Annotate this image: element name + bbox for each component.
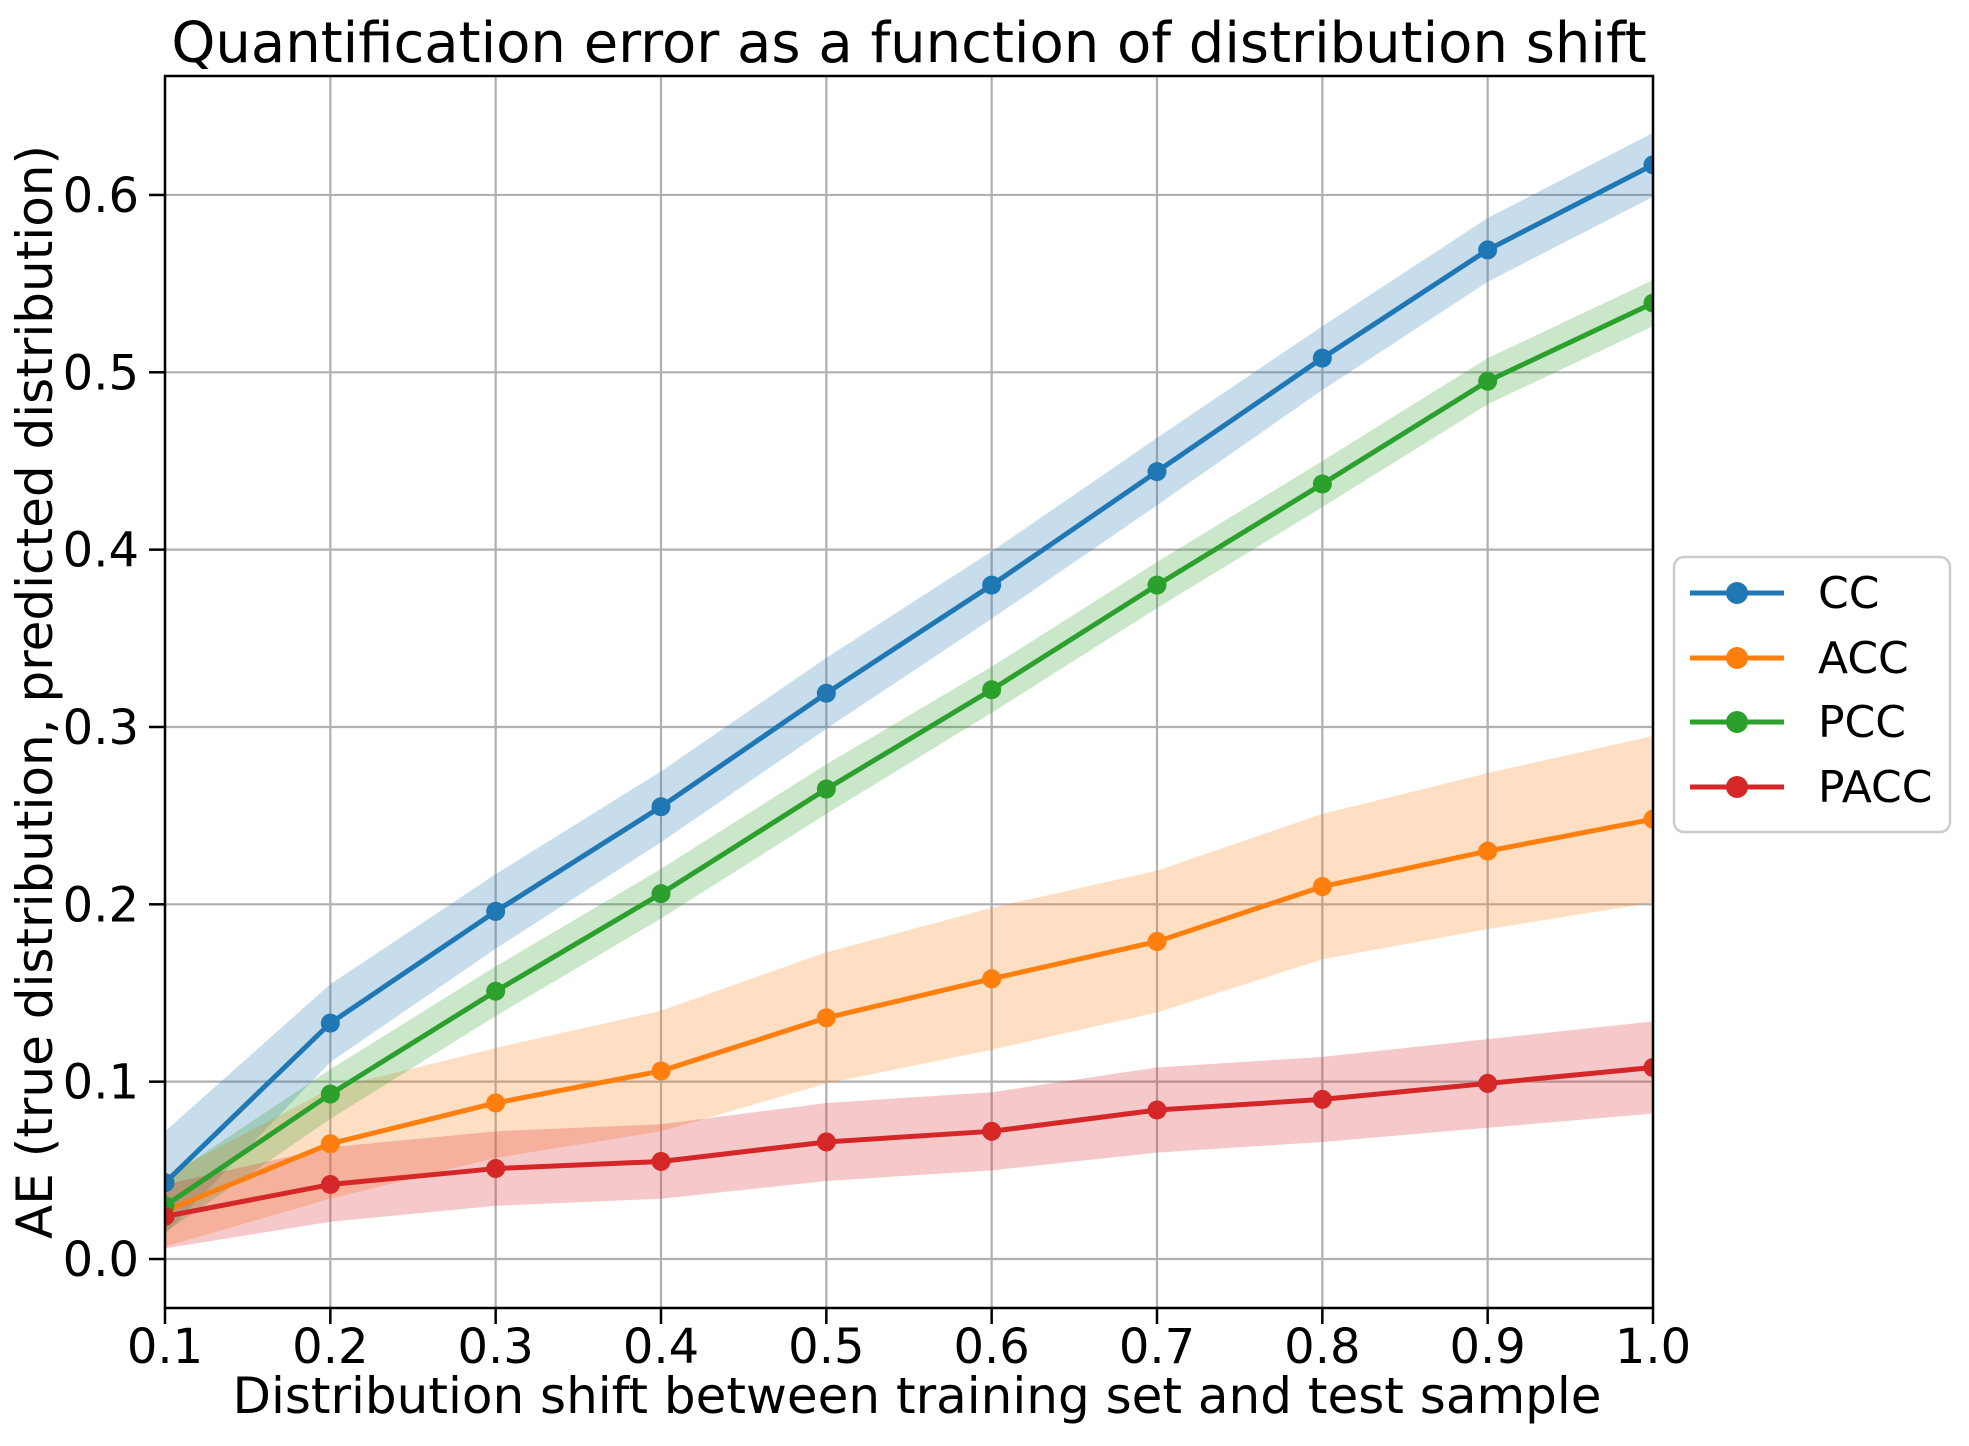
marker-acc	[1643, 809, 1653, 829]
y-tick-label: 0.6	[63, 168, 139, 224]
legend-marker	[1726, 582, 1748, 604]
legend-label: PACC	[1818, 762, 1933, 813]
x-tick-label: 0.7	[1119, 1319, 1195, 1375]
legend-marker	[1726, 776, 1748, 798]
marker-acc	[1147, 932, 1167, 952]
marker-cc	[1147, 462, 1167, 482]
plot-border	[163, 74, 1655, 1310]
legend-label: PCC	[1818, 697, 1906, 748]
marker-cc	[816, 683, 836, 703]
marker-acc	[486, 1093, 506, 1113]
series-line-pacc	[165, 1064, 1653, 1219]
marker-pcc	[486, 981, 506, 1001]
legend-item-pacc: PACC	[1690, 762, 1933, 813]
series-line-acc	[165, 816, 1653, 1214]
confidence-band-pcc	[165, 280, 1653, 1233]
y-tick-label: 0.5	[63, 345, 139, 401]
legend-item-pcc: PCC	[1690, 697, 1906, 748]
marker-acc	[816, 1008, 836, 1028]
marker-pacc	[816, 1132, 836, 1152]
marker-pacc	[320, 1175, 340, 1195]
legend-box	[1672, 555, 1952, 834]
confidence-band-acc	[165, 735, 1653, 1247]
y-tick-label: 0.2	[63, 877, 139, 933]
confidence-band-cc	[165, 132, 1653, 1235]
y-tick-labels: 0.0 0.1 0.2 0.3 0.4 0.5 0.6	[63, 168, 139, 1288]
marker-cc	[1312, 348, 1332, 368]
x-tick-label: 0.2	[292, 1319, 368, 1375]
marker-pcc	[320, 1084, 340, 1104]
marker-pcc	[1147, 575, 1167, 595]
chart-title: Quantification error as a function of di…	[171, 11, 1646, 76]
x-tick-label: 0.5	[788, 1319, 864, 1375]
marker-acc	[320, 1134, 340, 1154]
marker-pacc	[486, 1159, 506, 1179]
marker-cc	[1643, 155, 1653, 175]
x-tick-label: 0.1	[127, 1319, 203, 1375]
marker-pcc	[982, 680, 1002, 700]
series-line-cc	[165, 162, 1653, 1186]
marker-pacc	[651, 1151, 671, 1171]
y-tick-label: 0.4	[63, 523, 139, 579]
marker-cc	[651, 797, 671, 817]
y-axis-label: AE (true distribution, predicted distrib…	[6, 145, 64, 1239]
marker-cc	[982, 575, 1002, 595]
legend-label: CC	[1818, 568, 1879, 619]
legend-marker	[1726, 647, 1748, 669]
marker-pcc	[1478, 371, 1498, 391]
marker-acc	[982, 969, 1002, 989]
marker-acc	[651, 1061, 671, 1081]
y-tick-label: 0.1	[63, 1055, 139, 1111]
marker-acc	[1312, 877, 1332, 897]
marker-pacc	[1147, 1100, 1167, 1120]
x-tick-labels: 0.1 0.2 0.3 0.4 0.5 0.6 0.7 0.8 0.9 1.0	[127, 1319, 1691, 1375]
marker-pacc	[1312, 1089, 1332, 1109]
y-tick-label: 0.3	[63, 700, 139, 756]
marker-pcc	[651, 884, 671, 904]
x-tick-label: 1.0	[1615, 1319, 1691, 1375]
marker-acc	[1478, 841, 1498, 861]
marker-pacc	[1478, 1073, 1498, 1093]
legend-item-cc: CC	[1690, 568, 1879, 619]
legend-label: ACC	[1818, 633, 1909, 684]
legend: CC ACC PCC PACC	[1672, 555, 1952, 834]
marker-pacc	[1643, 1057, 1653, 1077]
axis-ticks	[149, 193, 1655, 1324]
x-tick-label: 0.6	[953, 1319, 1029, 1375]
series-line-pcc	[165, 300, 1653, 1209]
marker-cc	[1478, 240, 1498, 260]
legend-marker	[1726, 711, 1748, 733]
marker-cc	[165, 1173, 175, 1193]
x-axis-label: Distribution shift between training set …	[232, 1367, 1601, 1425]
x-tick-label: 0.4	[623, 1319, 699, 1375]
marker-cc	[486, 901, 506, 921]
marker-pcc	[1643, 293, 1653, 313]
x-tick-label: 0.3	[457, 1319, 533, 1375]
x-tick-label: 0.9	[1449, 1319, 1525, 1375]
marker-cc	[320, 1013, 340, 1033]
x-tick-label: 0.8	[1284, 1319, 1360, 1375]
y-tick-label: 0.0	[63, 1232, 139, 1288]
marker-pacc	[165, 1206, 175, 1226]
marker-pcc	[816, 779, 836, 799]
legend-items: CC ACC PCC PACC	[1690, 568, 1933, 813]
legend-item-acc: ACC	[1690, 633, 1909, 684]
data-series	[165, 155, 1653, 1226]
marker-pcc	[1312, 474, 1332, 494]
marker-pacc	[982, 1121, 1002, 1141]
